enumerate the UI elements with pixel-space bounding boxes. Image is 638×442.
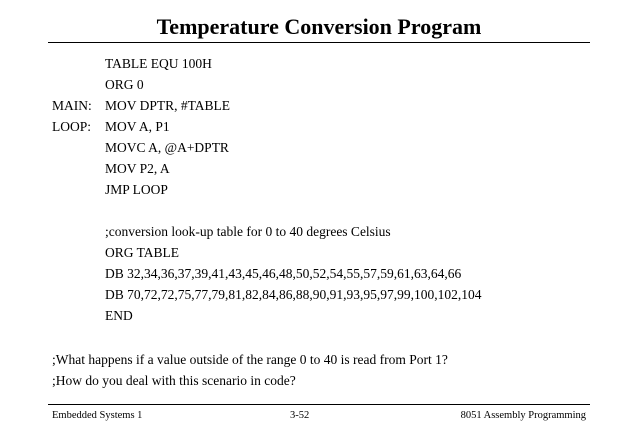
code-line: MOVC A, @A+DPTR xyxy=(0,137,638,158)
code-label: LOOP: xyxy=(52,119,92,134)
code-line: DB 70,72,72,75,77,79,81,82,84,86,88,90,9… xyxy=(0,284,638,305)
code-instruction: DB 70,72,72,75,77,79,81,82,84,86,88,90,9… xyxy=(105,287,482,302)
code-instruction: ORG TABLE xyxy=(105,245,180,260)
code-line: ORG 0 xyxy=(0,74,638,95)
footer-page-number: 3-52 xyxy=(290,410,310,421)
code-line: JMP LOOP xyxy=(0,179,638,200)
question-text: ;How do you deal with this scenario in c… xyxy=(52,373,296,388)
code-instruction: DB 32,34,36,37,39,41,43,45,46,48,50,52,5… xyxy=(105,266,462,281)
code-instruction: MOVC A, @A+DPTR xyxy=(105,140,229,155)
code-line: END xyxy=(0,305,638,326)
discussion-questions: ;What happens if a value outside of the … xyxy=(52,349,612,391)
code-line: ;conversion look-up table for 0 to 40 de… xyxy=(0,221,638,242)
footer-topic: 8051 Assembly Programming xyxy=(460,410,586,421)
slide-title: Temperature Conversion Program xyxy=(156,14,482,39)
code-line: MAIN: MOV DPTR, #TABLE xyxy=(0,95,638,116)
code-instruction: MOV P2, A xyxy=(105,161,170,176)
title-divider xyxy=(48,42,590,43)
code-instruction: JMP LOOP xyxy=(105,182,168,197)
code-instruction: ORG 0 xyxy=(105,77,144,92)
question-text: ;What happens if a value outside of the … xyxy=(52,352,448,367)
code-instruction: MOV DPTR, #TABLE xyxy=(105,98,231,113)
code-listing: TABLE EQU 100H ORG 0 MAIN: MOV DPTR, #TA… xyxy=(0,53,638,326)
code-instruction: TABLE EQU 100H xyxy=(105,56,212,71)
code-line: DB 32,34,36,37,39,41,43,45,46,48,50,52,5… xyxy=(0,263,638,284)
code-line: TABLE EQU 100H xyxy=(0,53,638,74)
code-comment: ;conversion look-up table for 0 to 40 de… xyxy=(105,224,391,239)
code-blank-line xyxy=(0,200,638,221)
code-instruction: MOV A, P1 xyxy=(105,119,170,134)
code-instruction: END xyxy=(105,308,133,323)
footer-divider xyxy=(48,404,590,405)
code-line: LOOP: MOV A, P1 xyxy=(0,116,638,137)
footer-course: Embedded Systems 1 xyxy=(52,410,143,421)
code-line: ORG TABLE xyxy=(0,242,638,263)
code-line: MOV P2, A xyxy=(0,158,638,179)
code-label: MAIN: xyxy=(52,98,92,113)
slide-footer: Embedded Systems 1 3-52 8051 Assembly Pr… xyxy=(0,407,638,425)
